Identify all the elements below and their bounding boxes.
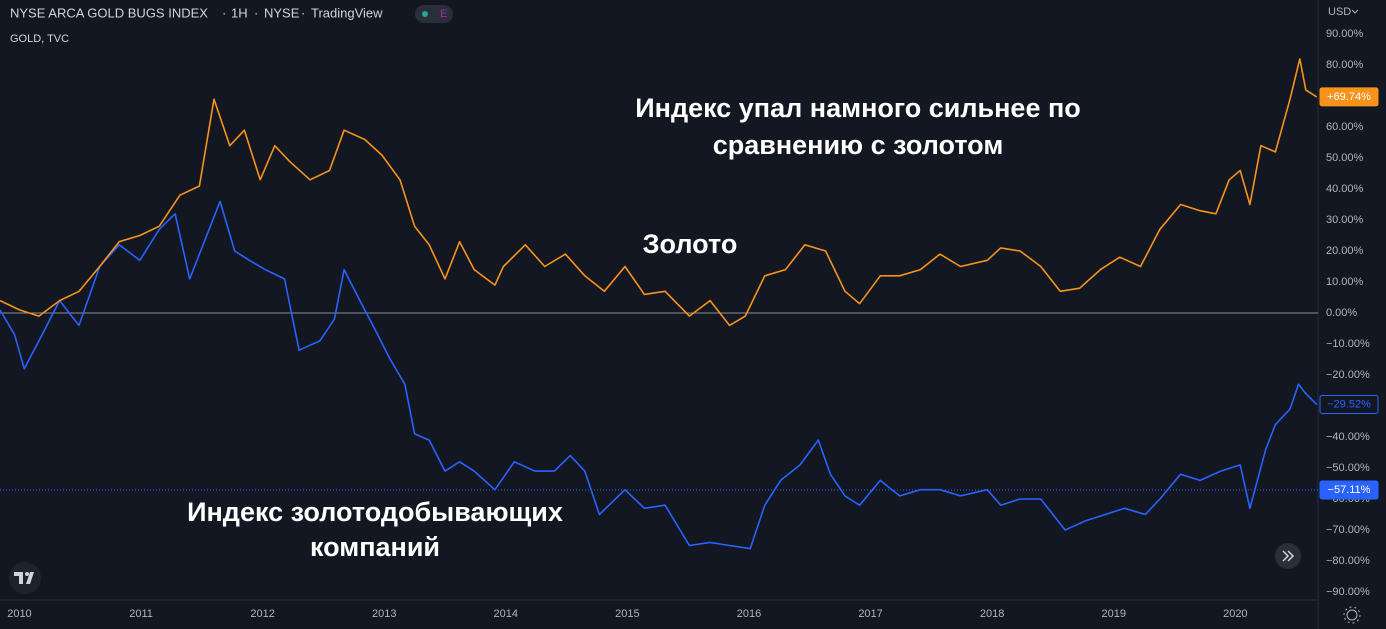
series-line (0, 200, 1318, 550)
y-tick-label: 50.00% (1326, 152, 1364, 164)
y-tick-label: −50.00% (1326, 462, 1370, 474)
status-pill[interactable] (415, 5, 453, 23)
status-dot (422, 11, 428, 17)
annotation: Индекс упал намного сильнее по (635, 93, 1081, 123)
series-line (0, 58, 1318, 327)
x-tick-label: 2017 (858, 608, 882, 620)
y-tick-label: 10.00% (1326, 276, 1364, 288)
y-tick-label: −70.00% (1326, 524, 1370, 536)
price-tag-label: −29.52% (1327, 398, 1371, 410)
currency[interactable]: USD (1328, 6, 1351, 18)
x-tick-label: 2012 (250, 608, 274, 620)
separator: · (222, 5, 226, 20)
x-tick-label: 2014 (494, 608, 518, 620)
compare-symbol: GOLD, TVC (10, 33, 69, 45)
price-tag (1319, 395, 1379, 415)
y-tick-label: 30.00% (1326, 214, 1364, 226)
price-tag-label: +69.74% (1327, 91, 1371, 103)
y-tick-label: −10.00% (1326, 338, 1370, 350)
x-tick-label: 2010 (7, 608, 31, 620)
scroll-to-realtime[interactable] (1275, 543, 1301, 569)
plot-area (0, 58, 1318, 550)
tradingview-logo[interactable] (9, 562, 41, 594)
x-tick-label: 2020 (1223, 608, 1247, 620)
y-tick-label: −90.00% (1326, 586, 1370, 598)
interval: 1H (231, 5, 248, 20)
x-tick-label: 2015 (615, 608, 639, 620)
x-tick-label: 2016 (737, 608, 761, 620)
separator: · (301, 5, 305, 20)
annotation: Золото (643, 229, 738, 259)
x-tick-label: 2018 (980, 608, 1004, 620)
x-tick-label: 2019 (1101, 608, 1125, 620)
x-tick-label: 2013 (372, 608, 396, 620)
y-tick-label: −80.00% (1326, 555, 1370, 567)
y-tick-label: 40.00% (1326, 183, 1364, 195)
price-tag (1319, 87, 1379, 107)
price-tag-label: −57.11% (1328, 484, 1371, 496)
y-tick-label: 90.00% (1326, 28, 1364, 40)
y-tick-label: 80.00% (1326, 59, 1364, 71)
y-tick-label: −40.00% (1326, 431, 1370, 443)
annotation: компаний (310, 532, 440, 562)
source: TradingView (311, 5, 383, 20)
currency-caret (1351, 9, 1359, 14)
annotation: Индекс золотодобывающих (187, 497, 563, 527)
separator: · (254, 5, 258, 20)
earnings-badge: E (440, 8, 447, 20)
price-tag (1319, 480, 1379, 500)
y-tick-label: 0.00% (1326, 307, 1357, 319)
settings-icon[interactable] (1343, 606, 1361, 624)
y-tick-label: −20.00% (1326, 369, 1370, 381)
y-tick-label: 60.00% (1326, 121, 1364, 133)
annotation: сравнению с золотом (713, 130, 1004, 160)
symbol: NYSE ARCA GOLD BUGS INDEX (10, 5, 208, 20)
y-tick-label: 20.00% (1326, 245, 1364, 257)
exchange: NYSE (264, 5, 300, 20)
x-tick-label: 2011 (129, 608, 153, 620)
